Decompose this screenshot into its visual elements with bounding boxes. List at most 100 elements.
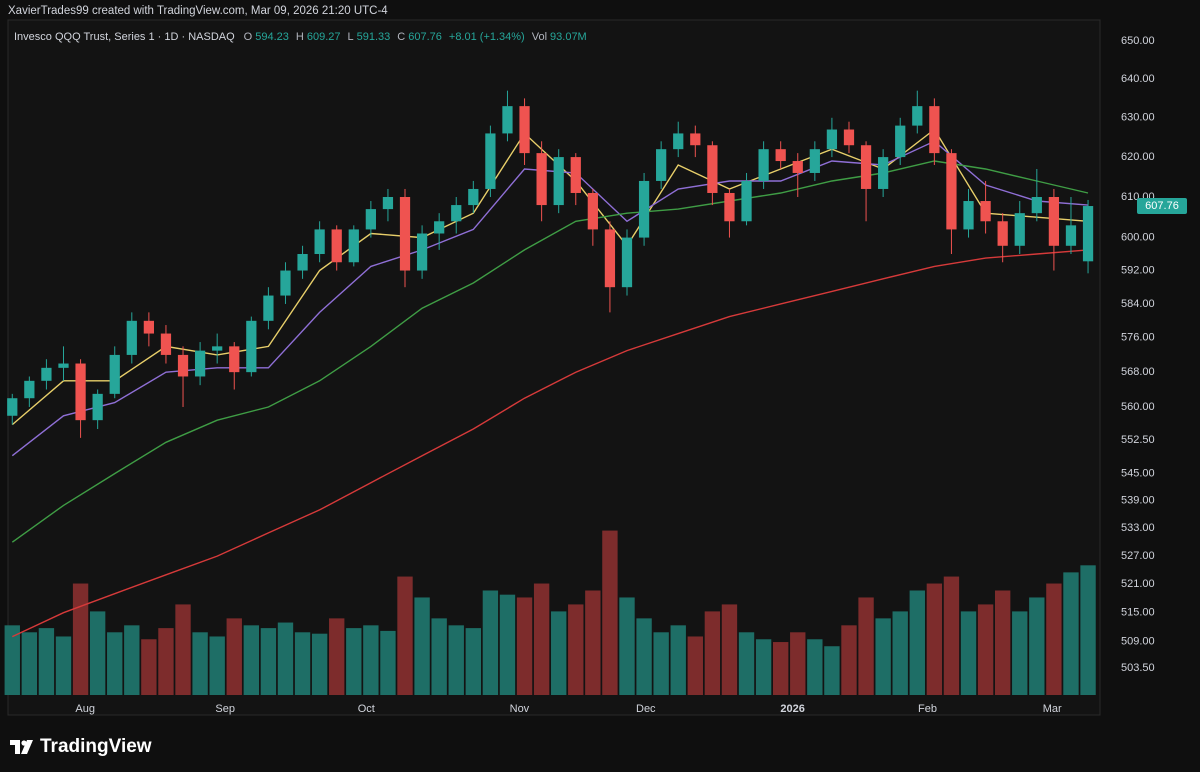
volume-bar — [141, 639, 157, 695]
volume-bar — [1063, 572, 1079, 695]
moving-average — [11, 128, 1089, 426]
y-tick-label: 521.00 — [1121, 578, 1155, 590]
legend-value: 607.76 — [408, 31, 442, 43]
candle-body — [843, 129, 855, 146]
candle-body — [1014, 213, 1025, 246]
candle-body — [1031, 197, 1042, 214]
legend-value: 591.33 — [356, 31, 391, 43]
candle-body — [587, 192, 598, 230]
volume-bar — [311, 633, 328, 695]
candle-body — [194, 350, 206, 377]
candle-body — [160, 333, 172, 355]
candle-body — [348, 229, 359, 263]
volume-bar — [55, 636, 72, 695]
volume-bar — [687, 636, 703, 695]
y-tick-label: 620.00 — [1121, 151, 1155, 163]
volume-bar — [209, 636, 225, 695]
candle-body — [143, 320, 154, 334]
volume-bar — [994, 590, 1011, 695]
attribution: XavierTrades99 created with TradingView.… — [8, 5, 388, 17]
volume-bar — [636, 618, 652, 695]
candle-body — [912, 106, 923, 126]
candle-body — [177, 354, 189, 377]
candle-body — [41, 367, 52, 381]
volume-bar — [448, 625, 464, 695]
volume-bar — [772, 642, 789, 695]
y-tick-label: 503.50 — [1121, 662, 1155, 674]
candle-body — [297, 254, 308, 271]
volume-bar — [516, 597, 533, 695]
candle-body — [536, 153, 547, 206]
x-tick-label: 2026 — [780, 703, 804, 715]
volume-bar — [824, 646, 840, 695]
candle-body — [690, 133, 701, 146]
volume-bar — [875, 618, 891, 695]
candle-body — [673, 133, 684, 150]
candle-body — [24, 380, 35, 399]
volume-bar — [294, 632, 311, 695]
volume-bar — [619, 597, 635, 695]
volume-bar — [602, 530, 618, 695]
volume-bar — [858, 597, 874, 695]
candle-body — [399, 197, 411, 271]
legend-volume: 93.07M — [550, 31, 587, 43]
candle-body — [126, 320, 137, 355]
volume-bar — [397, 576, 413, 695]
candle-body — [314, 229, 325, 255]
x-tick-label: Dec — [636, 703, 656, 715]
volume-bar — [72, 583, 89, 695]
candle-body — [92, 393, 103, 421]
candle-body — [416, 233, 428, 271]
volume-bar — [790, 632, 806, 695]
volume-bar — [260, 628, 277, 695]
volume-bar — [38, 628, 55, 695]
volume-bar — [21, 632, 38, 695]
legend-value: 594.23 — [255, 31, 289, 43]
candle-body — [75, 363, 86, 421]
y-tick-label: 584.00 — [1121, 298, 1155, 310]
volume-bar — [175, 604, 191, 695]
volume-bar — [653, 632, 669, 695]
candle-body — [451, 205, 462, 222]
candle-body — [434, 221, 445, 234]
candle-body — [331, 229, 342, 263]
volume-bar — [704, 611, 721, 695]
y-tick-label: 533.00 — [1121, 522, 1155, 534]
legend-value: 609.27 — [306, 31, 341, 43]
candle-body — [1065, 225, 1077, 246]
x-tick-label: Sep — [215, 703, 235, 715]
candle-body — [229, 346, 240, 373]
volume-bar — [465, 628, 482, 695]
volume-bar — [414, 597, 430, 695]
y-tick-label: 545.00 — [1121, 468, 1155, 480]
volume-bar — [943, 576, 960, 695]
logo — [10, 740, 33, 754]
x-tick-label: Oct — [358, 703, 375, 715]
volume-bar — [551, 611, 567, 695]
volume-bar — [124, 625, 140, 695]
y-tick-label: 650.00 — [1121, 35, 1155, 47]
volume-bar — [755, 639, 772, 695]
volume-bar — [1012, 611, 1028, 695]
volume-bar — [4, 625, 20, 695]
brand: TradingView — [40, 736, 152, 757]
candle-body — [502, 106, 513, 134]
legend-key: C — [397, 31, 406, 43]
candle-body — [365, 209, 376, 230]
y-tick-label: 560.00 — [1121, 401, 1155, 413]
candle-body — [826, 129, 838, 150]
volume-bar — [243, 625, 260, 695]
volume-bar — [482, 590, 499, 695]
y-tick-label: 515.00 — [1121, 607, 1155, 619]
volume-bar — [107, 632, 123, 695]
x-tick-label: Nov — [510, 703, 530, 715]
volume-bar — [499, 594, 516, 695]
moving-average — [12, 249, 1089, 638]
volume-bar — [431, 618, 447, 695]
candle-body — [1048, 197, 1060, 246]
y-tick-label: 640.00 — [1121, 73, 1155, 85]
x-tick-label: Mar — [1043, 703, 1062, 715]
volume-bar — [909, 590, 925, 695]
volume-bar — [568, 604, 584, 695]
